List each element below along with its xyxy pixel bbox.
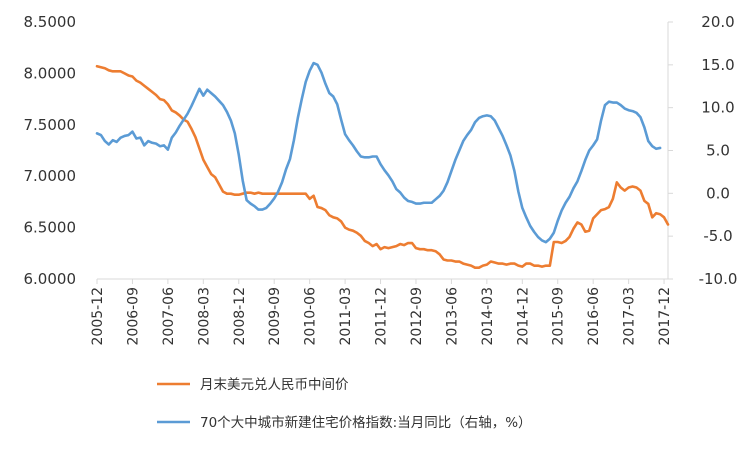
legend-label: 70个大中城市新建住宅价格指数:当月同比（右轴，%） [200, 414, 532, 431]
x-tick-label: 2014-12 [515, 287, 531, 346]
series-group [95, 61, 670, 269]
y-left-tick-label: 6.0000 [24, 270, 77, 288]
y-right-tick-label: 0.0 [706, 184, 730, 202]
x-tick-label: 2005-12 [90, 287, 106, 346]
y-left-tick-label: 6.5000 [24, 219, 77, 237]
y-right-tick-label: -5.0 [703, 227, 732, 245]
x-tick-label: 2007-06 [161, 287, 177, 346]
x-tick-label: 2010-06 [303, 287, 319, 346]
x-tick-label: 2011-03 [338, 287, 354, 346]
x-tick-label: 2017-03 [622, 287, 638, 346]
axes-group: 6.0000 6.5000 7.0000 7.5000 8.0000 8.5000 -10.… [24, 13, 738, 346]
x-tick-label: 2013-06 [444, 287, 460, 346]
series-line-housing-index [95, 61, 662, 244]
x-tick-label: 2014-03 [480, 287, 496, 346]
legend-label: 月末美元兑人民币中间价 [200, 377, 349, 393]
y-right-tick-label: 15.0 [701, 56, 734, 74]
y-left-tick-label: 7.0000 [24, 167, 77, 185]
y-right-tick-label: -10.0 [699, 270, 738, 288]
legend: 月末美元兑人民币中间价 70个大中城市新建住宅价格指数:当月同比（右轴，%） [157, 377, 532, 431]
x-tick-label: 2011-12 [374, 287, 390, 346]
x-tick-label: 2017-12 [657, 287, 673, 346]
x-tick-label: 2009-09 [267, 287, 283, 346]
y-left-tick-label: 8.0000 [24, 64, 77, 82]
series-line-usd-cny [95, 64, 670, 269]
y-right-tick-label: 10.0 [701, 99, 734, 117]
x-tick-label: 2006-09 [125, 287, 141, 346]
x-tick-label: 2012-09 [409, 287, 425, 346]
y-left-tick-label: 8.5000 [24, 13, 77, 31]
x-tick-label: 2008-03 [196, 287, 212, 346]
y-right-tick-label: 5.0 [706, 142, 730, 160]
y-right-tick-label: 20.0 [701, 13, 734, 31]
x-tick-label: 2015-09 [551, 287, 567, 346]
x-tick-label: 2008-12 [232, 287, 248, 346]
y-left-tick-label: 7.5000 [24, 116, 77, 134]
x-tick-label: 2016-06 [586, 287, 602, 346]
